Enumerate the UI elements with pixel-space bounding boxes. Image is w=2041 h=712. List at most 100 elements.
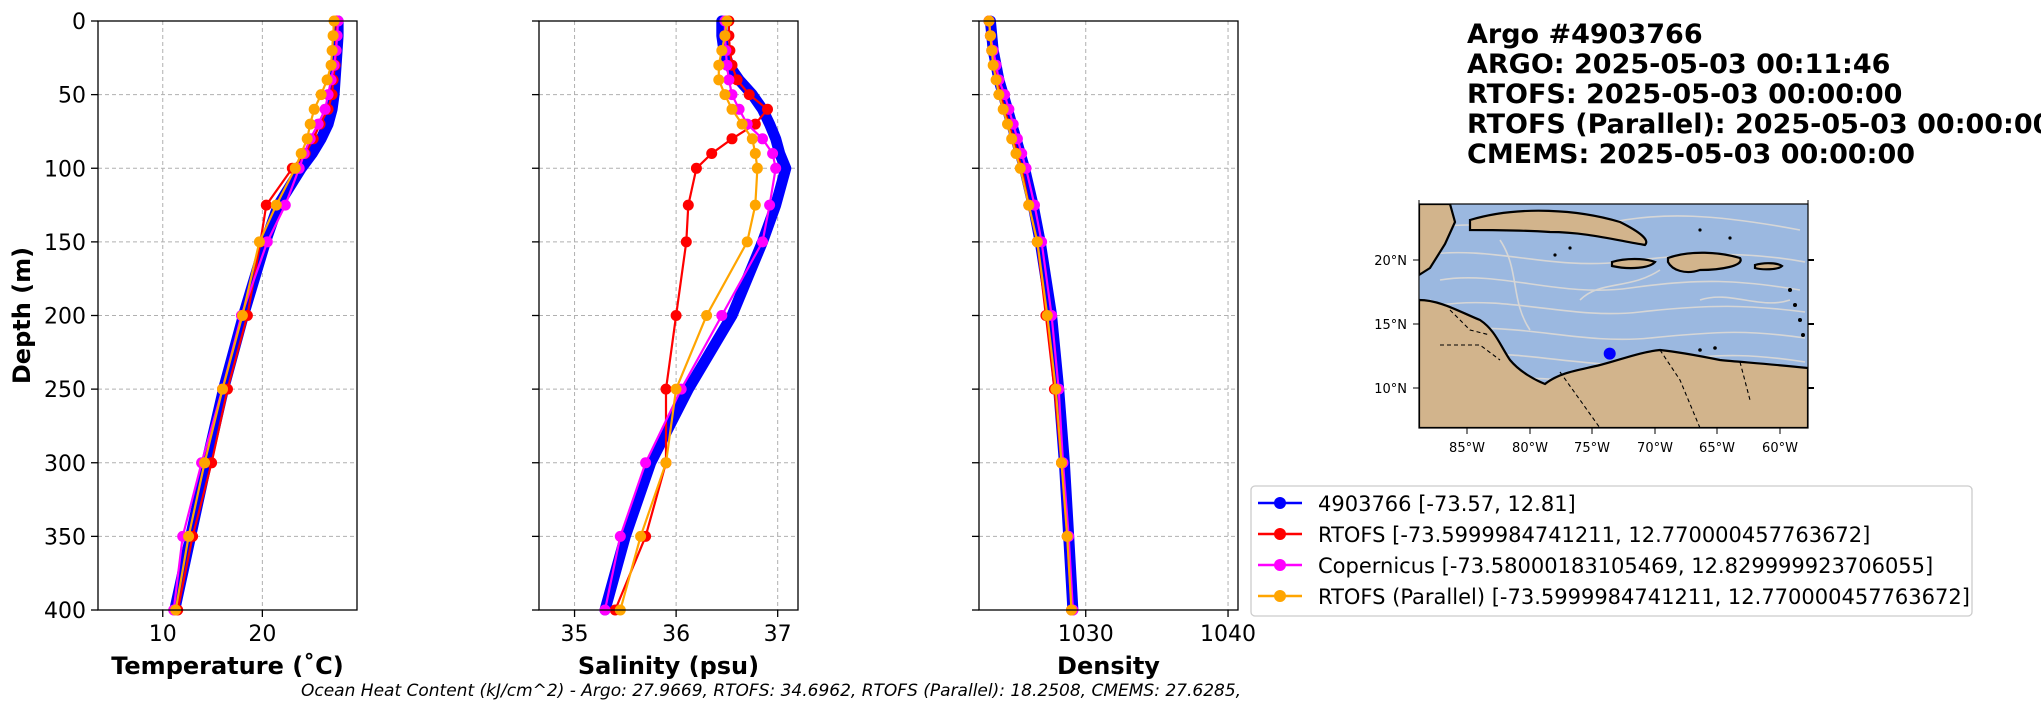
data-point-parallel [270,199,282,211]
data-point-copernicus [770,162,782,174]
title-block: Argo #4903766 ARGO: 2025-05-03 00:11:46 … [1467,19,2041,170]
data-point-parallel [716,45,728,56]
data-point-parallel [1010,148,1022,159]
data-point-rtofs [731,74,743,86]
data-point-parallel [1061,530,1073,542]
data-point-copernicus [640,457,652,469]
map-lon-label: 65°W [1699,441,1735,456]
data-point-copernicus [614,530,626,542]
data-point-parallel [987,59,999,71]
data-point-parallel [736,118,748,130]
data-point-copernicus [723,74,735,86]
data-point-rtofs [660,383,672,395]
y-tick-label: 250 [44,378,86,403]
title-line-rtofs-time: RTOFS: 2025-05-03 00:00:00 [1467,79,1902,110]
y-tick-label: 400 [44,599,86,624]
title-line-cmems-time: CMEMS: 2025-05-03 00:00:00 [1467,139,1915,170]
map-lon-label: 85°W [1449,441,1485,456]
legend-label: 4903766 [-73.57, 12.81] [1318,492,1576,516]
data-point-parallel [199,457,211,469]
data-point-copernicus [757,133,768,145]
temperature-panel: 0 50 100 150 200 250 300 350 400 10 20 Temperature … [8,10,358,680]
data-point-parallel [984,30,996,42]
title-line-argo-id: Argo #4903766 [1467,19,1703,50]
data-point-parallel [217,383,228,395]
map-frame-ticks [1418,200,1809,204]
data-point-parallel [326,45,338,56]
data-point-rtofs [743,89,755,101]
data-point-rtofs [680,236,692,248]
data-point-parallel [1006,133,1018,145]
legend: 4903766 [-73.57, 12.81] RTOFS [-73.59999… [1250,485,1973,617]
data-point-rtofs [726,133,738,145]
land-jamaica [1610,257,1657,270]
map-lon-label: 60°W [1762,441,1798,456]
legend-item: 4903766 [-73.57, 12.81] [1258,492,1576,516]
y-tick-label: 200 [44,305,86,330]
data-point-parallel [1014,162,1026,174]
series-rtofs [609,15,773,616]
data-point-rtofs [706,148,718,159]
legend-box [1250,485,1973,617]
land-masses [1419,204,1808,428]
data-point-parallel [1050,383,1062,395]
profile-panels: 0 50 100 150 200 250 300 350 400 10 20 Temperature … [8,10,1256,680]
data-point-parallel [713,59,725,71]
y-tick-label: 0 [72,10,86,35]
data-point-parallel [1056,457,1067,469]
legend-item: RTOFS [-73.5999984741211, 12.77000045776… [1258,523,1870,547]
x-axis-label: Salinity (psu) [578,652,759,680]
legend-item: RTOFS (Parallel) [-73.5999984741211, 12.… [1258,585,1970,609]
data-point-parallel [301,133,313,145]
y-tick-label: 150 [44,231,86,256]
data-point-copernicus [319,103,331,115]
data-point-parallel [315,89,327,101]
data-point-parallel [660,457,672,469]
title-line-argo-time: ARGO: 2025-05-03 00:11:46 [1467,49,1890,80]
country-borders [1440,309,1751,428]
data-point-parallel [990,74,1002,86]
land-hispaniola [1666,251,1742,274]
data-point-rtofs [670,310,682,321]
data-point-parallel [726,103,738,115]
data-point-copernicus [767,148,779,159]
x-tick-label: 20 [248,622,276,647]
y-tick-label: 300 [44,452,86,477]
legend-marker [1274,559,1286,571]
legend-marker [1274,590,1286,602]
map-lat-label: 20°N [1374,254,1407,269]
y-tick-label: 50 [58,84,86,109]
legend-label: Copernicus [-73.58000183105469, 12.82999… [1318,554,1933,578]
data-point-parallel [749,199,761,211]
land-puerto-rico [1753,262,1784,271]
data-point-parallel [183,530,195,542]
inset-map: 85°W 80°W 75°W 70°W 65°W 60°W 20°N 15°N … [1374,200,1814,456]
data-point-copernicus [764,199,776,211]
data-point-parallel [713,74,725,86]
argo-location-marker [1603,347,1616,360]
data-point-parallel [295,148,307,159]
data-point-parallel [321,74,333,86]
legend-marker [1274,497,1286,509]
data-point-rtofs [260,199,272,211]
data-point-parallel [289,162,301,174]
data-point-parallel [1023,199,1035,211]
legend-item: Copernicus [-73.58000183105469, 12.82999… [1258,554,1933,578]
data-point-parallel [635,530,647,542]
land-yucatan [1419,204,1457,277]
data-point-parallel [236,310,248,321]
legend-label: RTOFS (Parallel) [-73.5999984741211, 12.… [1318,585,1970,609]
series-parallel [170,15,340,616]
data-point-parallel [701,310,713,321]
x-tick-label: 35 [561,622,589,647]
data-point-parallel [749,148,761,159]
data-point-parallel [304,118,316,130]
map-lat-label: 15°N [1374,318,1407,333]
data-point-rtofs [762,103,773,115]
density-panel: 1030 1040 Density [972,15,1256,680]
data-point-copernicus [279,199,291,211]
x-tick-label: 36 [662,622,690,647]
data-point-rtofs [682,199,694,211]
map-lon-label: 80°W [1512,441,1548,456]
